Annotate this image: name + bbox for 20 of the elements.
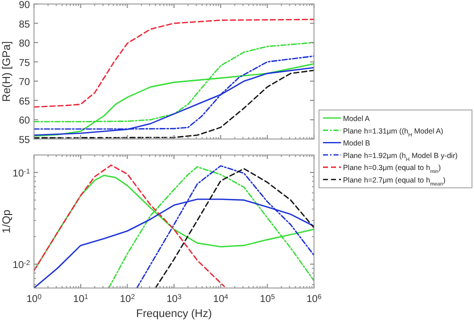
x-tick-label: 10$^{5}$: [260, 294, 275, 305]
y-tick-label: 10$^{-1}$: [12, 168, 30, 180]
x-axis-title: Frequency (Hz): [136, 308, 212, 320]
x-tick-label: 10$^{1}$: [73, 294, 88, 305]
y-tick-label: 65: [18, 96, 30, 108]
y-tick-label: 80: [18, 38, 30, 50]
y-tick-label: 75: [18, 58, 30, 69]
x-tick-label: 10$^{0}$: [26, 294, 42, 305]
y-tick-label: 70: [18, 77, 30, 88]
x-tick-label: 10$^{2}$: [120, 294, 135, 305]
y-tick-label: 60: [18, 116, 30, 127]
x-tick-label: 10$^{4}$: [213, 294, 228, 305]
y-tick-label: 90: [18, 0, 30, 11]
x-tick-label: 10$^{3}$: [166, 294, 182, 305]
x-tick-label: 10$^{6}$: [306, 294, 322, 305]
y-axis-title: Re(H) [GPa]: [1, 41, 13, 102]
y-tick-label: 85: [18, 19, 30, 30]
y-axis-title: 1/Qp: [1, 210, 13, 234]
y-tick-label: 10$^{-2}$: [12, 260, 30, 272]
y-tick-label: 55: [18, 135, 30, 146]
